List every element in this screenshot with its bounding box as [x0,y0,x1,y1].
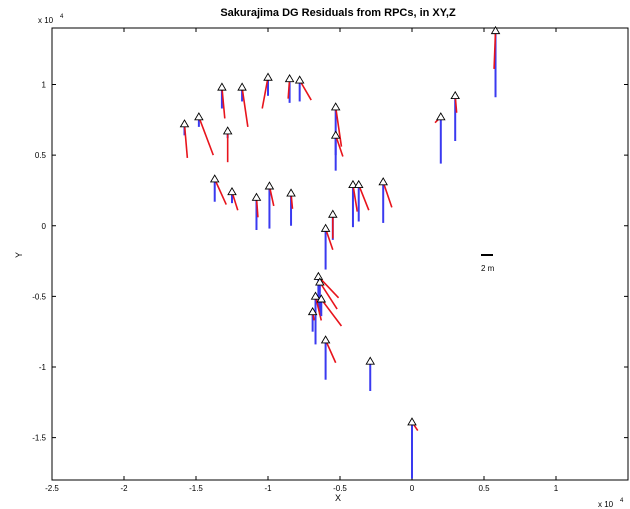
point-marker [315,277,325,286]
y-tick-label: -1 [39,363,47,372]
point-marker [286,188,296,197]
point-marker [436,112,446,121]
x-tick-label: -2.5 [45,484,59,493]
y-exponent-label: x 10 [38,16,54,25]
point-marker [194,112,204,121]
xy-residual-vector [287,78,291,99]
point-marker [251,192,262,201]
point-marker [264,181,275,190]
y-exponent: x 10 4 [38,14,64,25]
point-marker [320,335,331,344]
plot-frame [51,27,629,481]
xy-residual-vector [324,228,334,251]
point-marker [450,90,460,100]
point-marker [217,82,227,91]
x-tick-label: -1 [264,484,272,493]
xy-residual-vector [334,135,344,157]
y-tick-label: 0.5 [35,151,47,160]
point-marker [284,73,295,83]
xy-residual-vector [198,116,215,156]
xy-residual-vector [213,178,227,205]
point-marker [348,179,358,189]
residual-vectors [179,25,501,479]
point-marker [227,186,237,196]
y-tick-label: 0 [42,222,47,231]
point-marker [316,294,327,303]
y-exponent-power: 4 [60,14,64,20]
y-tick-label: 1 [42,81,47,90]
y-axis-label: Y [14,252,24,258]
xy-residual-vector [255,197,259,218]
y-tick-label: -1.5 [32,434,46,443]
xy-residual-vector [241,87,249,127]
point-marker [353,179,364,189]
x-exponent-label: x 10 [598,500,614,509]
xy-residual-vector [382,181,393,208]
xy-residual-vector [317,276,340,299]
x-tick-label: 0.5 [478,484,490,493]
point-marker [222,126,233,135]
x-tick-label: 0 [410,484,415,493]
y-tick-label: -0.5 [32,292,46,301]
axes [51,27,629,481]
xy-residual-vector [319,281,338,310]
point-marker [330,130,341,139]
point-marker [320,223,331,232]
xy-residual-vector [320,298,343,327]
xy-residual-vector [493,30,497,69]
x-exponent-power: 4 [620,498,624,504]
x-axis-label: X [335,493,341,503]
point-marker [263,72,273,81]
xy-residual-vector [298,79,312,101]
point-marker [407,417,417,426]
xy-residual-vector [268,186,275,207]
point-marker [209,174,220,183]
point-marker [378,177,388,186]
xy-residual-vector [314,296,323,321]
x-tick-label: -1.5 [189,484,203,493]
xy-residual-vector [357,184,370,211]
xy-residual-vector [334,106,343,147]
x-tick-label: -0.5 [333,484,347,493]
point-marker [310,291,321,300]
xy-residual-vector [261,77,269,109]
x-tick-label: -2 [120,484,128,493]
point-marker [179,119,190,128]
point-marker [330,102,341,111]
scale-bar-label: 2 m [481,264,495,273]
point-marker [328,209,338,218]
point-marker [490,25,501,35]
point-marker [237,82,247,91]
xy-residual-vector [183,123,189,159]
x-tick-label: 1 [554,484,559,493]
x-exponent: x 10 4 [598,498,624,509]
xy-residual-vector [352,184,359,212]
point-marker [365,356,376,365]
chart-title: Sakurajima DG Residuals from RPCs, in XY… [220,7,456,19]
xy-residual-vector [221,87,226,119]
point-marker [307,307,318,316]
point-marker [294,75,305,84]
xy-residual-vector [324,339,337,364]
point-marker [313,271,324,280]
axis-ticks: -2.5 -2 -1.5 -1 -0.5 0 0.5 1 1 0.5 0 -0.5 -1 -1.5 [32,28,628,493]
